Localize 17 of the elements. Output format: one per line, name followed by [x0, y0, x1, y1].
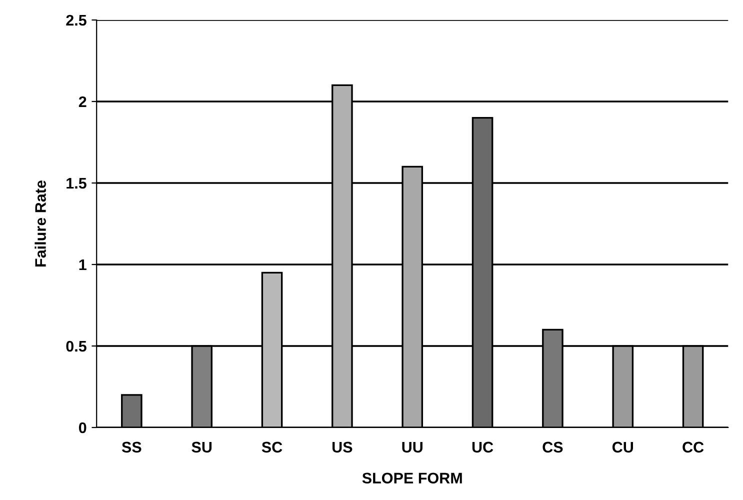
y-axis-title: Failure Rate	[34, 180, 46, 266]
y-tick-label: 1.5	[66, 178, 86, 189]
y-tick-label: 0	[78, 422, 86, 434]
x-axis-title: SLOPE FORM	[362, 472, 462, 484]
x-tick-label: UU	[402, 442, 422, 453]
x-tick-label: SU	[192, 442, 212, 453]
x-tick-label: SC	[262, 442, 282, 453]
x-tick-label: UC	[472, 442, 494, 453]
x-tick-label: CC	[682, 442, 704, 453]
y-tick-label: 2	[78, 96, 86, 108]
y-tick-label: 0.5	[66, 340, 86, 352]
x-tick-label: CS	[542, 442, 563, 453]
x-tick-label: CU	[612, 442, 633, 453]
y-tick-label: 1	[79, 260, 86, 270]
x-tick-label: US	[332, 442, 352, 453]
y-tick-label: 2.5	[66, 14, 86, 26]
x-tick-label: SS	[122, 442, 142, 453]
